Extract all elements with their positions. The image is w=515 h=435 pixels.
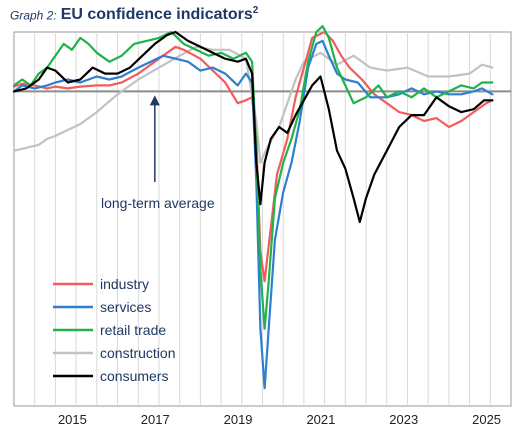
legend-label-consumers: consumers [100,368,168,384]
x-tick-label-2015: 2015 [58,412,87,427]
x-tick-label-2017: 2017 [141,412,170,427]
legend-label-services: services [100,299,151,315]
series-line-consumers [12,30,494,224]
x-axis-ticks: 2015 2017 2019 2021 2023 2025 [58,412,501,427]
series-lines [12,25,494,390]
x-tick-label-2023: 2023 [389,412,418,427]
legend-label-construction: construction [100,345,175,361]
chart-title-prefix: Graph 2: [10,8,57,23]
series-line-construction [12,45,494,164]
x-tick-label-2025: 2025 [472,412,501,427]
chart-title-footnote-mark: 2 [252,5,259,16]
series-line-retail-trade [12,25,494,330]
chart-title-main: EU confidence indicators [60,6,253,24]
annotation-label: long-term average [101,195,215,211]
x-tick-label-2021: 2021 [306,412,335,427]
legend: industry services retail trade construction… [53,276,175,384]
series-line-industry [12,30,494,283]
legend-label-retail-trade: retail trade [100,322,166,338]
annotation-group: long-term average [101,95,215,211]
x-tick-label-2019: 2019 [224,412,253,427]
annotation-arrow-head [149,95,160,106]
legend-label-industry: industry [100,276,149,292]
chart-title: Graph 2: EU confidence indicators2 [10,5,258,24]
